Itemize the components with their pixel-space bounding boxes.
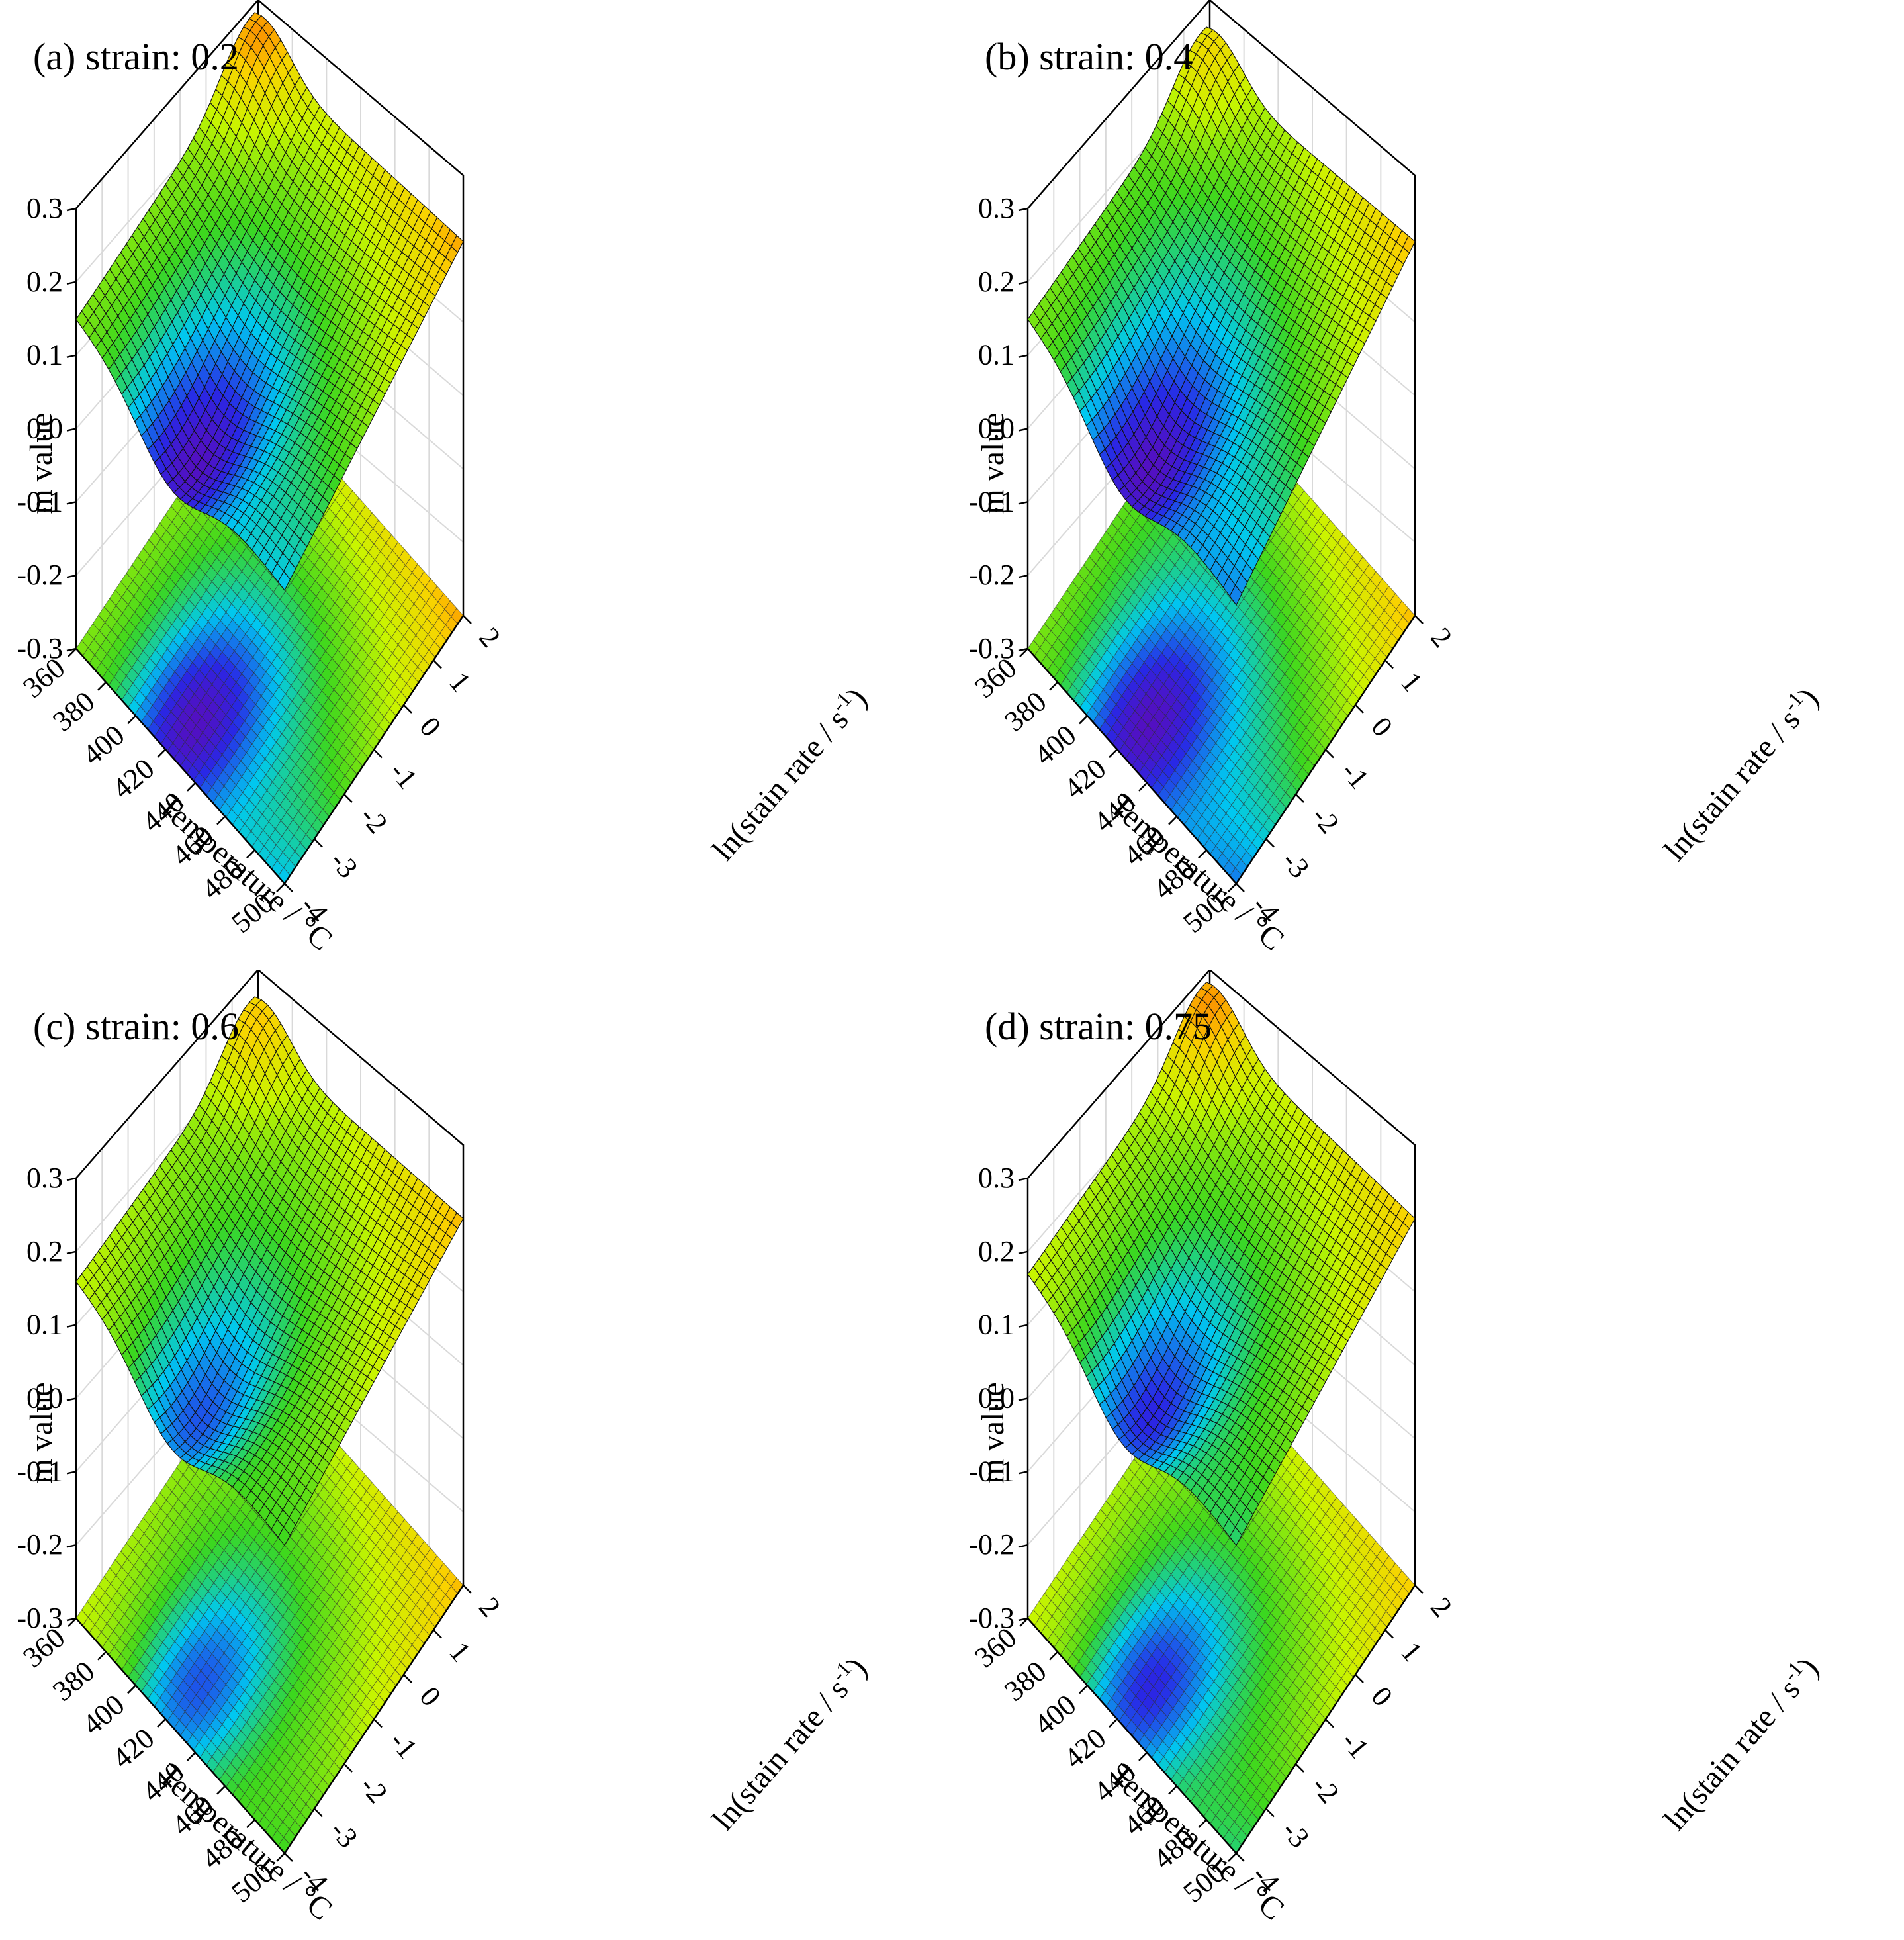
x-tick-mark	[97, 681, 107, 691]
panel-title: (b) strain: 0.4	[985, 35, 1193, 78]
y-tick-label: 1	[443, 666, 477, 698]
z-tick-label: 0.2	[26, 265, 63, 298]
z-tick-mark	[1018, 354, 1028, 358]
x-tick-mark	[127, 715, 136, 725]
z-tick-mark	[66, 207, 77, 212]
z-tick-mark	[66, 354, 77, 358]
y-tick-label: -3	[324, 845, 364, 884]
z-tick-label: -0.2	[968, 559, 1015, 591]
x-tick-label: 380	[46, 685, 101, 738]
y-tick-mark	[1384, 659, 1394, 669]
z-tick-label: 0.0	[978, 412, 1015, 445]
panel-title: (a) strain: 0.2	[33, 35, 239, 78]
x-tick-mark	[1019, 648, 1028, 657]
y-tick-mark	[1325, 749, 1334, 759]
z-tick-label: -0.3	[968, 632, 1015, 665]
z-tick-mark	[1018, 428, 1028, 432]
y-tick-mark	[314, 838, 323, 848]
x-tick-mark	[1138, 782, 1148, 792]
z-tick-mark	[66, 281, 77, 285]
y-tick-label: 2	[1424, 622, 1459, 653]
y-tick-label: 0	[1365, 711, 1399, 743]
y-tick-label: -2	[1305, 800, 1345, 840]
z-tick-label: 0.2	[978, 265, 1015, 298]
y-tick-label: -1	[383, 755, 424, 795]
z-tick-label: -0.3	[17, 632, 63, 665]
z-tick-label: 0.1	[978, 339, 1015, 371]
x-tick-mark	[1049, 681, 1058, 691]
surface-cell	[1229, 584, 1243, 606]
x-tick-label: 420	[106, 752, 160, 805]
z-tick-label: 0.0	[26, 412, 63, 445]
y-tick-mark	[403, 704, 412, 714]
y-tick-label: 0	[413, 711, 447, 743]
x-tick-mark	[246, 849, 255, 859]
x-tick-mark	[1168, 815, 1177, 825]
z-tick-mark	[66, 428, 77, 432]
surface-mesh	[75, 12, 464, 591]
z-tick-mark	[1018, 574, 1028, 578]
chart-svg: -0.3-0.2-0.10.00.10.20.33603804004204404…	[17, 970, 874, 1927]
z-tick-label: -0.1	[968, 485, 1015, 518]
z-tick-mark	[1018, 207, 1028, 212]
y-axis-label: ln(stain rate / s-1)	[1655, 679, 1825, 868]
z-tick-mark	[1018, 501, 1028, 505]
x-tick-mark	[1109, 749, 1118, 759]
y-tick-label: -1	[1335, 755, 1375, 795]
y-tick-label: -3	[1275, 845, 1316, 884]
floor-contour-map	[75, 1350, 464, 1854]
y-tick-mark	[1355, 704, 1364, 714]
z-tick-mark	[1018, 281, 1028, 285]
z-tick-mark	[66, 647, 77, 652]
x-tick-mark	[1079, 715, 1088, 725]
chart-panel-c: -0.3 -0.2 -0.1 0.0 0.1 0.2 0.3 360 380 400 420 440 4…	[0, 970, 952, 1939]
x-tick-mark	[157, 749, 166, 759]
y-tick-mark	[373, 749, 383, 759]
z-tick-label: 0.3	[978, 192, 1015, 224]
x-tick-label: 380	[998, 685, 1052, 738]
y-tick-label: 1	[1394, 666, 1429, 698]
x-tick-mark	[187, 782, 196, 792]
x-tick-mark	[68, 648, 77, 657]
x-tick-mark	[216, 815, 226, 825]
chart-panel-b: -0.3 -0.2 -0.1 0.0 0.1 0.2 0.3 360 380 400 420 440 4…	[952, 0, 1903, 970]
y-tick-mark	[463, 615, 472, 624]
x-tick-mark	[276, 883, 285, 892]
y-tick-mark	[433, 659, 442, 669]
z-tick-label: -0.2	[17, 559, 63, 591]
x-tick-label: 400	[76, 719, 130, 772]
surface-cell	[277, 571, 291, 591]
z-tick-mark	[66, 501, 77, 505]
chart-svg: -0.3-0.2-0.10.00.10.20.33603804004204404…	[968, 0, 1825, 958]
y-axis-label: ln(stain rate / s-1)	[703, 679, 874, 868]
chart-panel-a: -0.3 -0.2 -0.1 0.0 0.1 0.2 0.3 360 380 400 420 440 4…	[0, 0, 952, 970]
z-tick-label: 0.3	[26, 192, 63, 224]
y-tick-mark	[343, 794, 353, 803]
chart-svg: -0.3-0.2-0.10.00.10.20.33603804004204404…	[17, 0, 874, 958]
y-tick-mark	[1414, 615, 1424, 624]
y-tick-mark	[1295, 794, 1304, 803]
z-tick-mark	[1018, 647, 1028, 652]
x-tick-label: 400	[1028, 719, 1082, 772]
x-tick-label: 420	[1058, 752, 1112, 805]
z-axis-label: m value	[24, 412, 59, 514]
z-tick-label: 0.1	[26, 339, 63, 371]
y-tick-label: -2	[353, 800, 394, 840]
z-axis-label: m value	[975, 412, 1011, 514]
x-tick-mark	[1198, 849, 1207, 859]
surface-mesh	[1027, 26, 1416, 606]
z-tick-label: -0.1	[17, 485, 63, 518]
x-tick-mark	[1228, 883, 1237, 892]
y-tick-mark	[1236, 883, 1245, 892]
z-tick-mark	[66, 574, 77, 578]
y-tick-mark	[1265, 838, 1275, 848]
y-tick-label: 2	[473, 622, 507, 653]
y-tick-mark	[284, 883, 293, 892]
